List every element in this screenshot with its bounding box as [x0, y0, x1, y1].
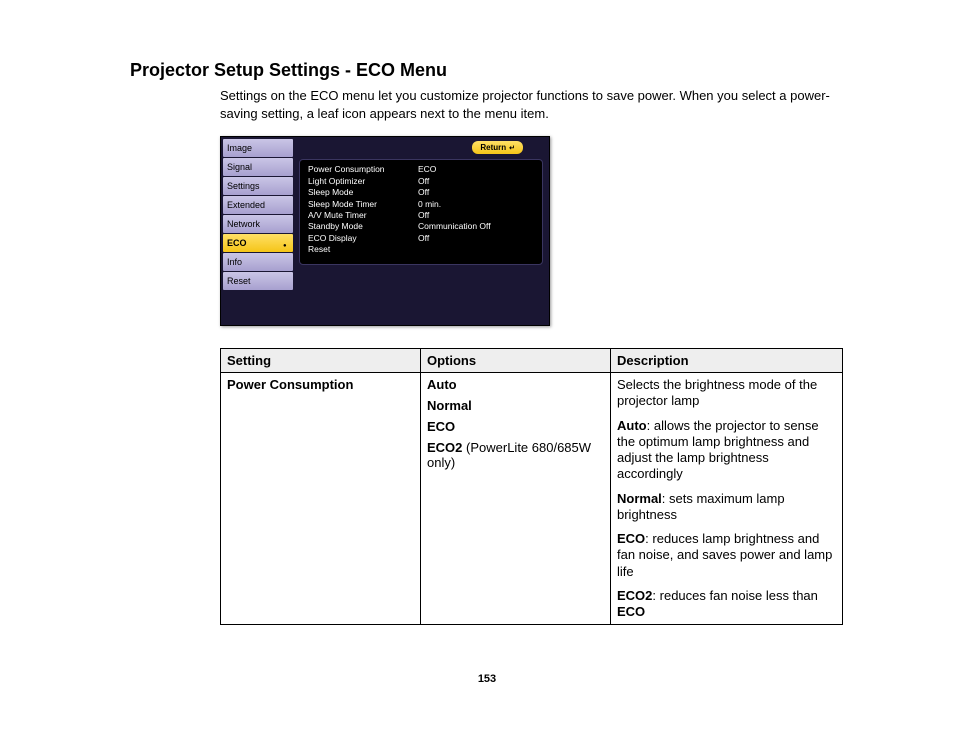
osd-sidebar-item-image[interactable]: Image — [223, 139, 293, 157]
osd-main-panel: Return ↵ Power ConsumptionECO Light Opti… — [293, 137, 549, 325]
osd-row: Sleep ModeOff — [308, 187, 534, 198]
osd-return-button[interactable]: Return ↵ — [472, 141, 523, 154]
table-header-description: Description — [611, 349, 843, 373]
osd-row: Sleep Mode Timer 0 min. — [308, 199, 534, 210]
osd-sidebar-item-eco[interactable]: ECO — [223, 234, 293, 252]
table-header-setting: Setting — [221, 349, 421, 373]
osd-row: Light OptimizerOff — [308, 176, 534, 187]
osd-sidebar-item-extended[interactable]: Extended — [223, 196, 293, 214]
osd-sidebar-item-signal[interactable]: Signal — [223, 158, 293, 176]
osd-settings-panel: Power ConsumptionECO Light OptimizerOff … — [299, 159, 543, 265]
cell-description: Selects the brightness mode of the proje… — [611, 373, 843, 625]
settings-table: Setting Options Description Power Consum… — [220, 348, 843, 625]
osd-row: Standby ModeCommunication Off — [308, 221, 534, 232]
osd-sidebar-item-reset[interactable]: Reset — [223, 272, 293, 290]
osd-screenshot: Image Signal Settings Extended Network E… — [220, 136, 550, 326]
cell-setting: Power Consumption — [221, 373, 421, 625]
osd-row: ECO DisplayOff — [308, 233, 534, 244]
osd-row: Power ConsumptionECO — [308, 164, 534, 175]
page-number: 153 — [130, 673, 844, 685]
osd-sidebar: Image Signal Settings Extended Network E… — [221, 137, 293, 325]
osd-return-label: Return — [480, 143, 506, 152]
osd-row: Reset — [308, 244, 534, 255]
osd-sidebar-item-info[interactable]: Info — [223, 253, 293, 271]
intro-text: Settings on the ECO menu let you customi… — [220, 87, 844, 122]
page-title: Projector Setup Settings - ECO Menu — [130, 60, 844, 81]
table-row: Power Consumption Auto Normal ECO ECO2 (… — [221, 373, 843, 625]
osd-sidebar-item-network[interactable]: Network — [223, 215, 293, 233]
osd-row: A/V Mute TimerOff — [308, 210, 534, 221]
table-header-options: Options — [421, 349, 611, 373]
osd-sidebar-item-settings[interactable]: Settings — [223, 177, 293, 195]
return-icon: ↵ — [509, 144, 515, 152]
cell-options: Auto Normal ECO ECO2 (PowerLite 680/685W… — [421, 373, 611, 625]
